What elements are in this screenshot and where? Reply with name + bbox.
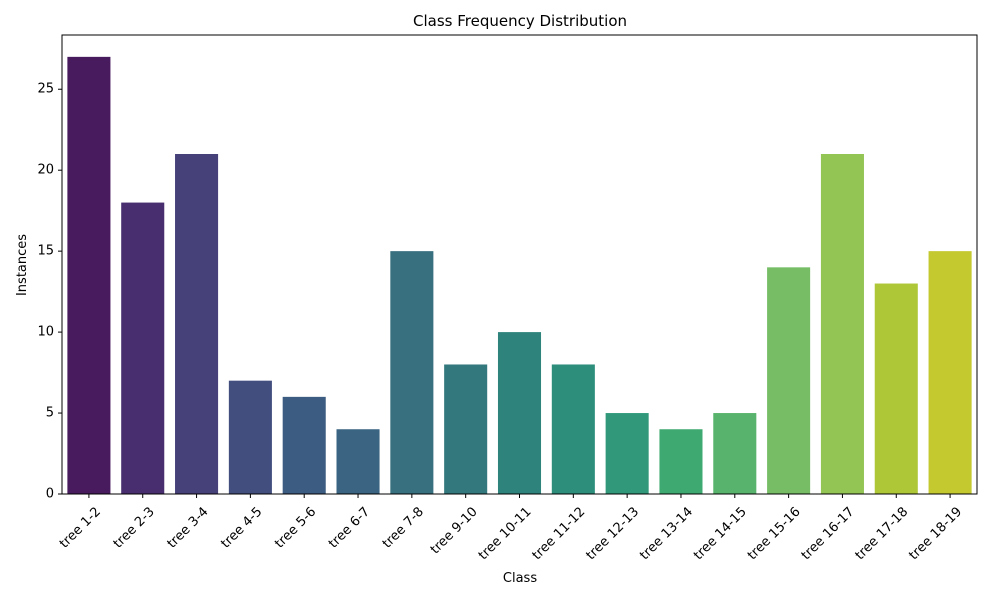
x-tick-label: tree 1-2 xyxy=(57,504,104,551)
bar-tree-13-14 xyxy=(659,429,703,494)
bar-tree-1-2 xyxy=(67,56,111,494)
chart-title: Class Frequency Distribution xyxy=(413,12,627,30)
y-tick-label: 0 xyxy=(46,487,54,502)
x-tick-label: tree 6-7 xyxy=(326,504,373,551)
bar-tree-5-6 xyxy=(282,396,326,494)
x-tick-label: tree 15-16 xyxy=(745,504,804,563)
x-axis-label: Class xyxy=(503,571,537,586)
bar-tree-9-10 xyxy=(444,364,488,494)
bar-tree-4-5 xyxy=(228,380,272,494)
x-tick-label: tree 4-5 xyxy=(218,504,265,551)
bar-tree-6-7 xyxy=(336,429,380,494)
y-tick-label: 5 xyxy=(46,406,54,421)
x-tick-label: tree 12-13 xyxy=(583,504,642,563)
bar-tree-10-11 xyxy=(497,332,542,494)
x-tick-label: tree 9-10 xyxy=(428,504,481,557)
bar-tree-3-4 xyxy=(175,154,219,494)
y-axis-label: Instances xyxy=(15,234,30,296)
x-tick-label: tree 11-12 xyxy=(530,504,589,563)
y-tick-label: 10 xyxy=(37,325,54,340)
y-tick-label: 25 xyxy=(37,82,54,97)
x-tick-label: tree 10-11 xyxy=(476,504,535,563)
x-tick-label: tree 17-18 xyxy=(853,504,912,563)
x-tick-label: tree 5-6 xyxy=(272,504,319,551)
bars-group xyxy=(67,56,972,495)
x-tick-label: tree 14-15 xyxy=(691,504,750,563)
bar-tree-12-13 xyxy=(605,413,649,494)
x-tick-label: tree 3-4 xyxy=(165,504,212,551)
bar-tree-7-8 xyxy=(390,251,434,494)
bar-tree-14-15 xyxy=(713,413,757,494)
x-tick-label: tree 13-14 xyxy=(637,504,696,563)
bar-tree-18-19 xyxy=(928,251,972,494)
bar-tree-2-3 xyxy=(121,202,165,495)
bar-tree-16-17 xyxy=(820,154,864,494)
bar-tree-17-18 xyxy=(874,283,918,494)
x-tick-label: tree 2-3 xyxy=(111,504,158,551)
plot-frame xyxy=(61,34,978,495)
x-tick-label: tree 18-19 xyxy=(906,504,965,563)
x-tick-label: tree 7-8 xyxy=(380,504,427,551)
y-tick-label: 15 xyxy=(37,244,54,259)
x-axis: tree 1-2 tree 2-3 tree 3-4 tree 4-5 tree 5-6… xyxy=(57,494,965,563)
y-axis: 0 5 10 15 20 25 xyxy=(37,82,62,502)
bar-tree-11-12 xyxy=(551,364,595,494)
x-tick-label: tree 16-17 xyxy=(799,504,858,563)
bar-tree-15-16 xyxy=(767,267,811,494)
y-tick-label: 20 xyxy=(37,163,54,178)
